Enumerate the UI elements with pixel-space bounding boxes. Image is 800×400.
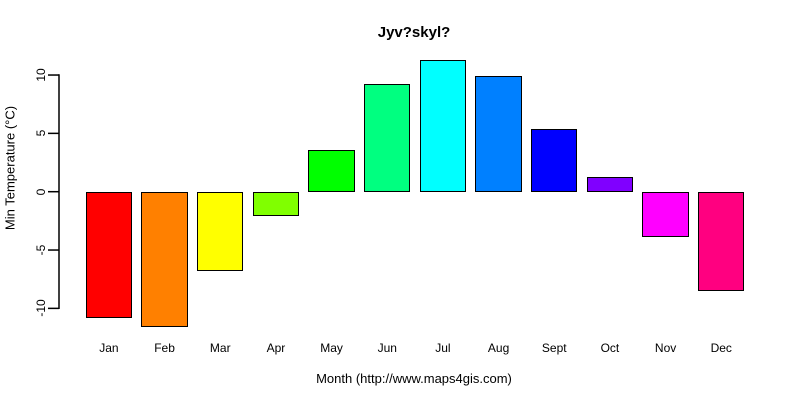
x-tick-label-oct: Oct: [600, 341, 620, 355]
x-tick-label-may: May: [320, 341, 343, 355]
y-axis-label: Min Temperature (°C): [2, 105, 18, 231]
bar-jan: [85, 191, 133, 318]
x-tick-label-jul: Jul: [435, 341, 451, 355]
bar-dec: [698, 191, 745, 291]
y-tick-label-neg5: -5: [34, 244, 48, 256]
bar-mar: [197, 191, 244, 272]
x-tick-label-dec: Dec: [710, 341, 732, 355]
bar-jun: [364, 84, 411, 192]
x-tick-label-jun: Jun: [377, 341, 397, 355]
chart-title: Jyv?skyl?: [377, 24, 451, 41]
x-tick-label-sept: Sept: [541, 341, 567, 355]
bar-sept: [531, 128, 578, 192]
bar-may: [308, 149, 355, 192]
bar-apr: [252, 191, 300, 217]
bar-feb: [141, 191, 188, 328]
x-tick-label-feb: Feb: [154, 341, 175, 355]
x-tick-label-mar: Mar: [209, 341, 231, 355]
y-tick-label-0: 0: [34, 188, 48, 196]
bar-oct: [586, 176, 634, 192]
bar-aug: [475, 76, 522, 192]
x-tick-label-nov: Nov: [654, 341, 677, 355]
bar-nov: [642, 191, 689, 238]
x-tick-label-apr: Apr: [266, 341, 286, 355]
y-tick-label-neg10: -10: [34, 299, 48, 318]
x-axis-label: Month (http://www.maps4gis.com): [316, 371, 512, 386]
x-tick-label-aug: Aug: [487, 341, 510, 355]
y-tick-label-10: 10: [34, 68, 48, 82]
x-tick-label-jan: Jan: [99, 341, 119, 355]
bar-jul: [419, 59, 467, 192]
y-tick-label-5: 5: [34, 130, 48, 137]
